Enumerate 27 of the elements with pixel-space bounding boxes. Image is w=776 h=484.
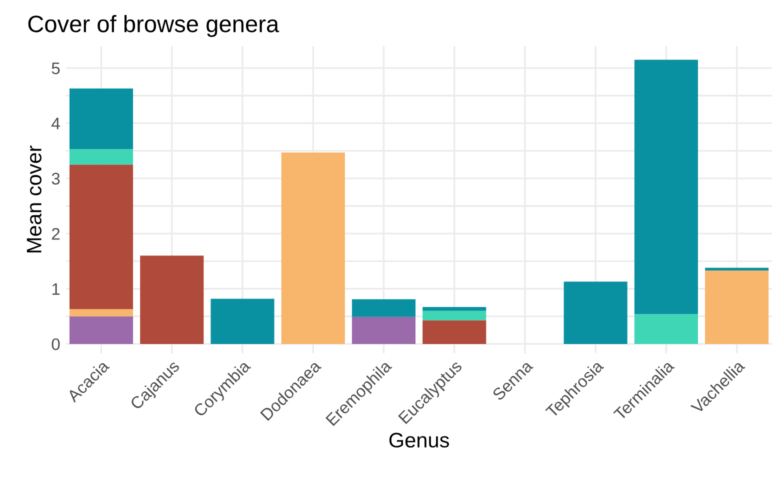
- bar: [422, 310, 486, 320]
- y-tick-label: 2: [52, 228, 60, 240]
- chart-title: Cover of browse genera: [28, 14, 280, 37]
- y-tick-label: 5: [52, 62, 60, 74]
- bar: [705, 268, 769, 271]
- bar: [352, 316, 416, 344]
- bar: [69, 149, 134, 165]
- bar: [69, 316, 134, 344]
- y-axis-title: Mean cover: [26, 146, 42, 252]
- y-tick-label: 4: [52, 118, 60, 130]
- bar: [140, 256, 204, 344]
- x-axis-title: Genus: [389, 432, 449, 448]
- y-tick-label: 1: [52, 283, 60, 295]
- bar: [69, 309, 134, 316]
- bar: [564, 282, 628, 344]
- bar: [69, 88, 134, 150]
- bar: [634, 60, 698, 314]
- bar: [422, 320, 486, 344]
- y-tick-label: 3: [52, 172, 60, 185]
- y-tick-label: 0: [52, 338, 60, 350]
- bar: [422, 306, 486, 311]
- bar: [69, 164, 134, 310]
- bar: [281, 152, 345, 344]
- bar: [634, 314, 698, 344]
- bar: [352, 299, 416, 317]
- bar: [705, 270, 769, 344]
- bar: [210, 298, 274, 344]
